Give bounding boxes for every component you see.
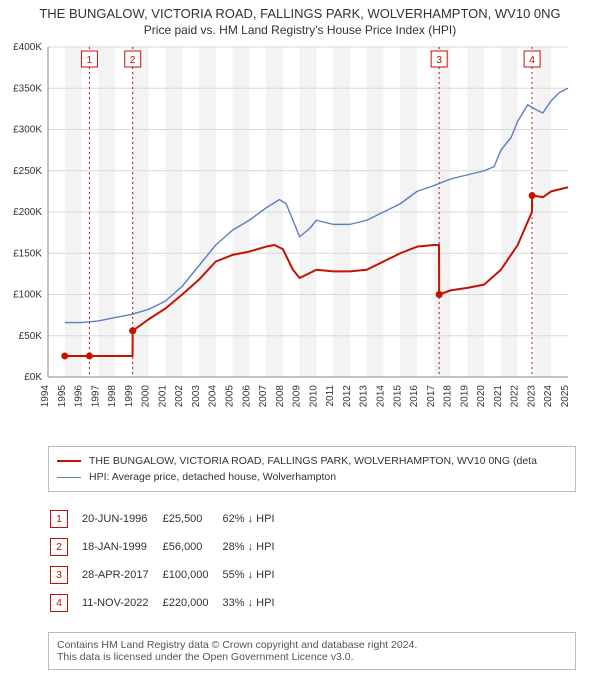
legend: THE BUNGALOW, VICTORIA ROAD, FALLINGS PA… (48, 446, 576, 492)
x-tick-label: 2019 (459, 385, 470, 408)
event-date: 11-NOV-2022 (82, 590, 161, 616)
x-tick-label: 2021 (493, 385, 504, 408)
x-tick-label: 2002 (174, 385, 185, 408)
event-marker-number: 4 (529, 54, 535, 66)
event-marker-number: 1 (87, 54, 93, 66)
x-tick-label: 1995 (57, 385, 68, 408)
footer-line-2: This data is licensed under the Open Gov… (57, 651, 567, 663)
event-pct: 55% ↓ HPI (223, 562, 287, 588)
x-tick-label: 2010 (308, 385, 319, 408)
x-tick-label: 2008 (275, 385, 286, 408)
attribution-footer: Contains HM Land Registry data © Crown c… (48, 632, 576, 670)
y-tick-label: £250K (13, 166, 42, 177)
x-tick-label: 2022 (510, 385, 521, 408)
x-tick-label: 2025 (560, 385, 571, 408)
legend-swatch-hpi (57, 477, 81, 478)
event-row: 3 28-APR-2017£100,00055% ↓ HPI (50, 562, 287, 588)
figure-container: THE BUNGALOW, VICTORIA ROAD, FALLINGS PA… (0, 0, 600, 670)
x-tick-label: 1996 (74, 385, 85, 408)
event-date: 28-APR-2017 (82, 562, 161, 588)
x-tick-label: 2005 (225, 385, 236, 408)
event-pct: 28% ↓ HPI (223, 534, 287, 560)
x-tick-label: 2012 (342, 385, 353, 408)
event-marker-box: 3 (50, 566, 68, 584)
chart-title: THE BUNGALOW, VICTORIA ROAD, FALLINGS PA… (0, 0, 600, 21)
y-tick-label: £150K (13, 248, 42, 259)
events-table: 1 20-JUN-1996£25,50062% ↓ HPI 2 18-JAN-1999… (48, 504, 289, 618)
event-date: 18-JAN-1999 (82, 534, 161, 560)
event-price: £220,000 (163, 590, 221, 616)
x-tick-label: 1999 (124, 385, 135, 408)
x-tick-label: 2014 (375, 385, 386, 408)
footer-line-1: Contains HM Land Registry data © Crown c… (57, 639, 567, 651)
chart-area: £0K £50K £100K £150K £200K £250K £300K £350K £40… (0, 43, 600, 438)
event-pct: 62% ↓ HPI (223, 506, 287, 532)
event-date: 20-JUN-1996 (82, 506, 161, 532)
x-tick-label: 1994 (40, 385, 51, 408)
chart-subtitle: Price paid vs. HM Land Registry's House … (0, 21, 600, 43)
legend-label-hpi: HPI: Average price, detached house, Wolv… (89, 471, 336, 483)
event-row: 4 11-NOV-2022£220,00033% ↓ HPI (50, 590, 287, 616)
x-tick-label: 2000 (141, 385, 152, 408)
event-row: 1 20-JUN-1996£25,50062% ↓ HPI (50, 506, 287, 532)
y-tick-label: £100K (13, 290, 42, 301)
sale-point (86, 352, 93, 359)
x-tick-label: 1998 (107, 385, 118, 408)
sale-point (436, 291, 443, 298)
event-marker-number: 3 (436, 54, 442, 66)
event-marker-box: 4 (50, 594, 68, 612)
y-tick-label: £50K (19, 331, 43, 342)
event-price: £56,000 (163, 534, 221, 560)
event-marker-number: 2 (130, 54, 136, 66)
y-tick-label: £0K (24, 372, 42, 383)
x-tick-label: 2016 (409, 385, 420, 408)
sale-point (61, 352, 68, 359)
x-tick-label: 2011 (325, 385, 336, 407)
x-tick-label: 2003 (191, 385, 202, 408)
x-tick-label: 2004 (208, 385, 219, 408)
x-tick-label: 2013 (359, 385, 370, 408)
x-tick-label: 2018 (443, 385, 454, 408)
legend-row-hpi: HPI: Average price, detached house, Wolv… (57, 469, 567, 485)
sale-point (129, 327, 136, 334)
y-tick-label: £200K (13, 207, 42, 218)
event-price: £25,500 (163, 506, 221, 532)
event-pct: 33% ↓ HPI (223, 590, 287, 616)
y-tick-label: £350K (13, 83, 42, 94)
event-row: 2 18-JAN-1999£56,00028% ↓ HPI (50, 534, 287, 560)
x-tick-label: 2001 (157, 385, 168, 408)
x-tick-label: 2024 (543, 385, 554, 408)
x-tick-label: 2023 (526, 385, 537, 408)
event-marker-box: 2 (50, 538, 68, 556)
sale-point (529, 192, 536, 199)
x-tick-label: 2007 (258, 385, 269, 408)
x-tick-label: 2006 (241, 385, 252, 408)
event-price: £100,000 (163, 562, 221, 588)
y-tick-label: £300K (13, 125, 42, 136)
x-tick-label: 2020 (476, 385, 487, 408)
x-tick-label: 2009 (292, 385, 303, 408)
x-tick-label: 1997 (90, 385, 101, 408)
x-tick-label: 2017 (426, 385, 437, 408)
legend-label-price-paid: THE BUNGALOW, VICTORIA ROAD, FALLINGS PA… (89, 455, 537, 467)
y-tick-label: £400K (13, 43, 42, 53)
x-tick-label: 2015 (392, 385, 403, 408)
event-marker-box: 1 (50, 510, 68, 528)
legend-row-price-paid: THE BUNGALOW, VICTORIA ROAD, FALLINGS PA… (57, 453, 567, 469)
legend-swatch-price-paid (57, 460, 81, 462)
line-chart: £0K £50K £100K £150K £200K £250K £300K £350K £40… (0, 43, 592, 433)
